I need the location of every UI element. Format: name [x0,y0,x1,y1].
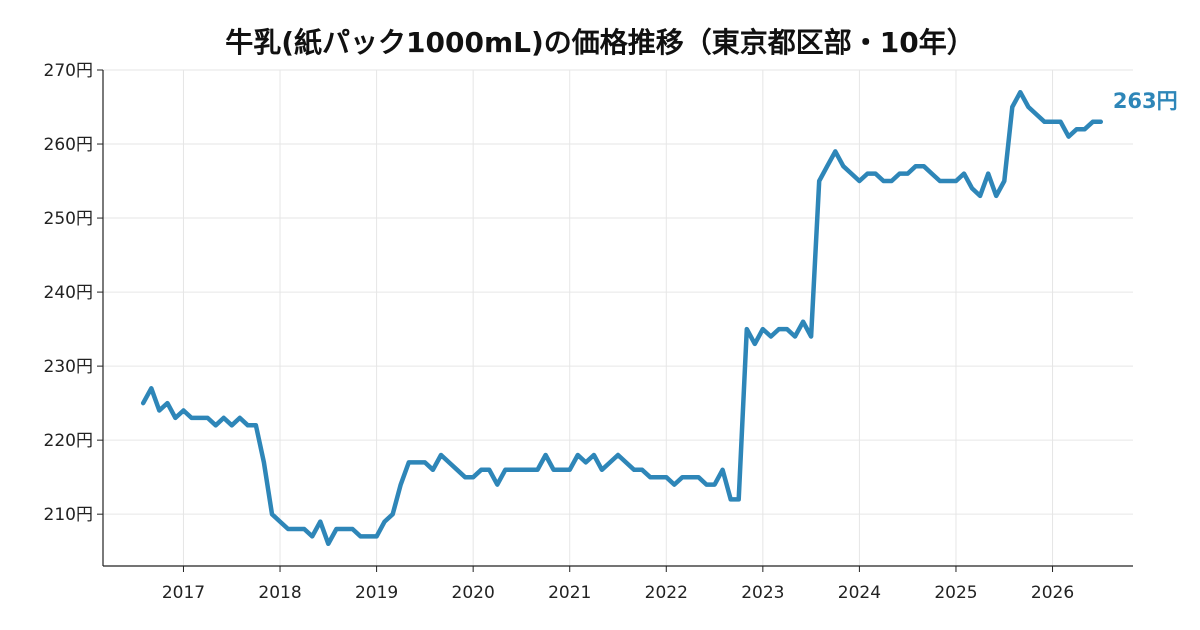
y-tick-label: 210円 [44,505,93,525]
y-tick-label: 270円 [44,61,93,81]
x-tick-label: 2019 [355,583,398,603]
x-tick-label: 2020 [452,583,495,603]
chart-title: 牛乳(紙パック1000mL)の価格推移（東京都区部・10年） [225,26,975,59]
x-tick-label: 2021 [548,583,591,603]
axes [102,70,1133,567]
y-tick-label: 260円 [44,135,93,155]
series-line [140,89,1104,547]
x-tick-label: 2025 [934,583,977,603]
y-tick-label: 220円 [44,431,93,451]
axis-ticks: 210円 220円 230円 240円 250円 260円 270円 2017 2018 2019… [44,61,1075,603]
series-layer [140,89,1104,547]
x-tick-label: 2018 [258,583,301,603]
grid [103,69,1133,566]
y-tick-label: 250円 [44,209,93,229]
y-tick-label: 230円 [44,357,93,377]
x-tick-label: 2026 [1031,583,1074,603]
x-tick-label: 2024 [838,583,881,603]
x-tick-label: 2017 [162,583,205,603]
x-tick-label: 2023 [741,583,784,603]
y-tick-label: 240円 [44,283,93,303]
end-value-label: 263円 [1113,89,1178,113]
x-tick-label: 2022 [645,583,688,603]
